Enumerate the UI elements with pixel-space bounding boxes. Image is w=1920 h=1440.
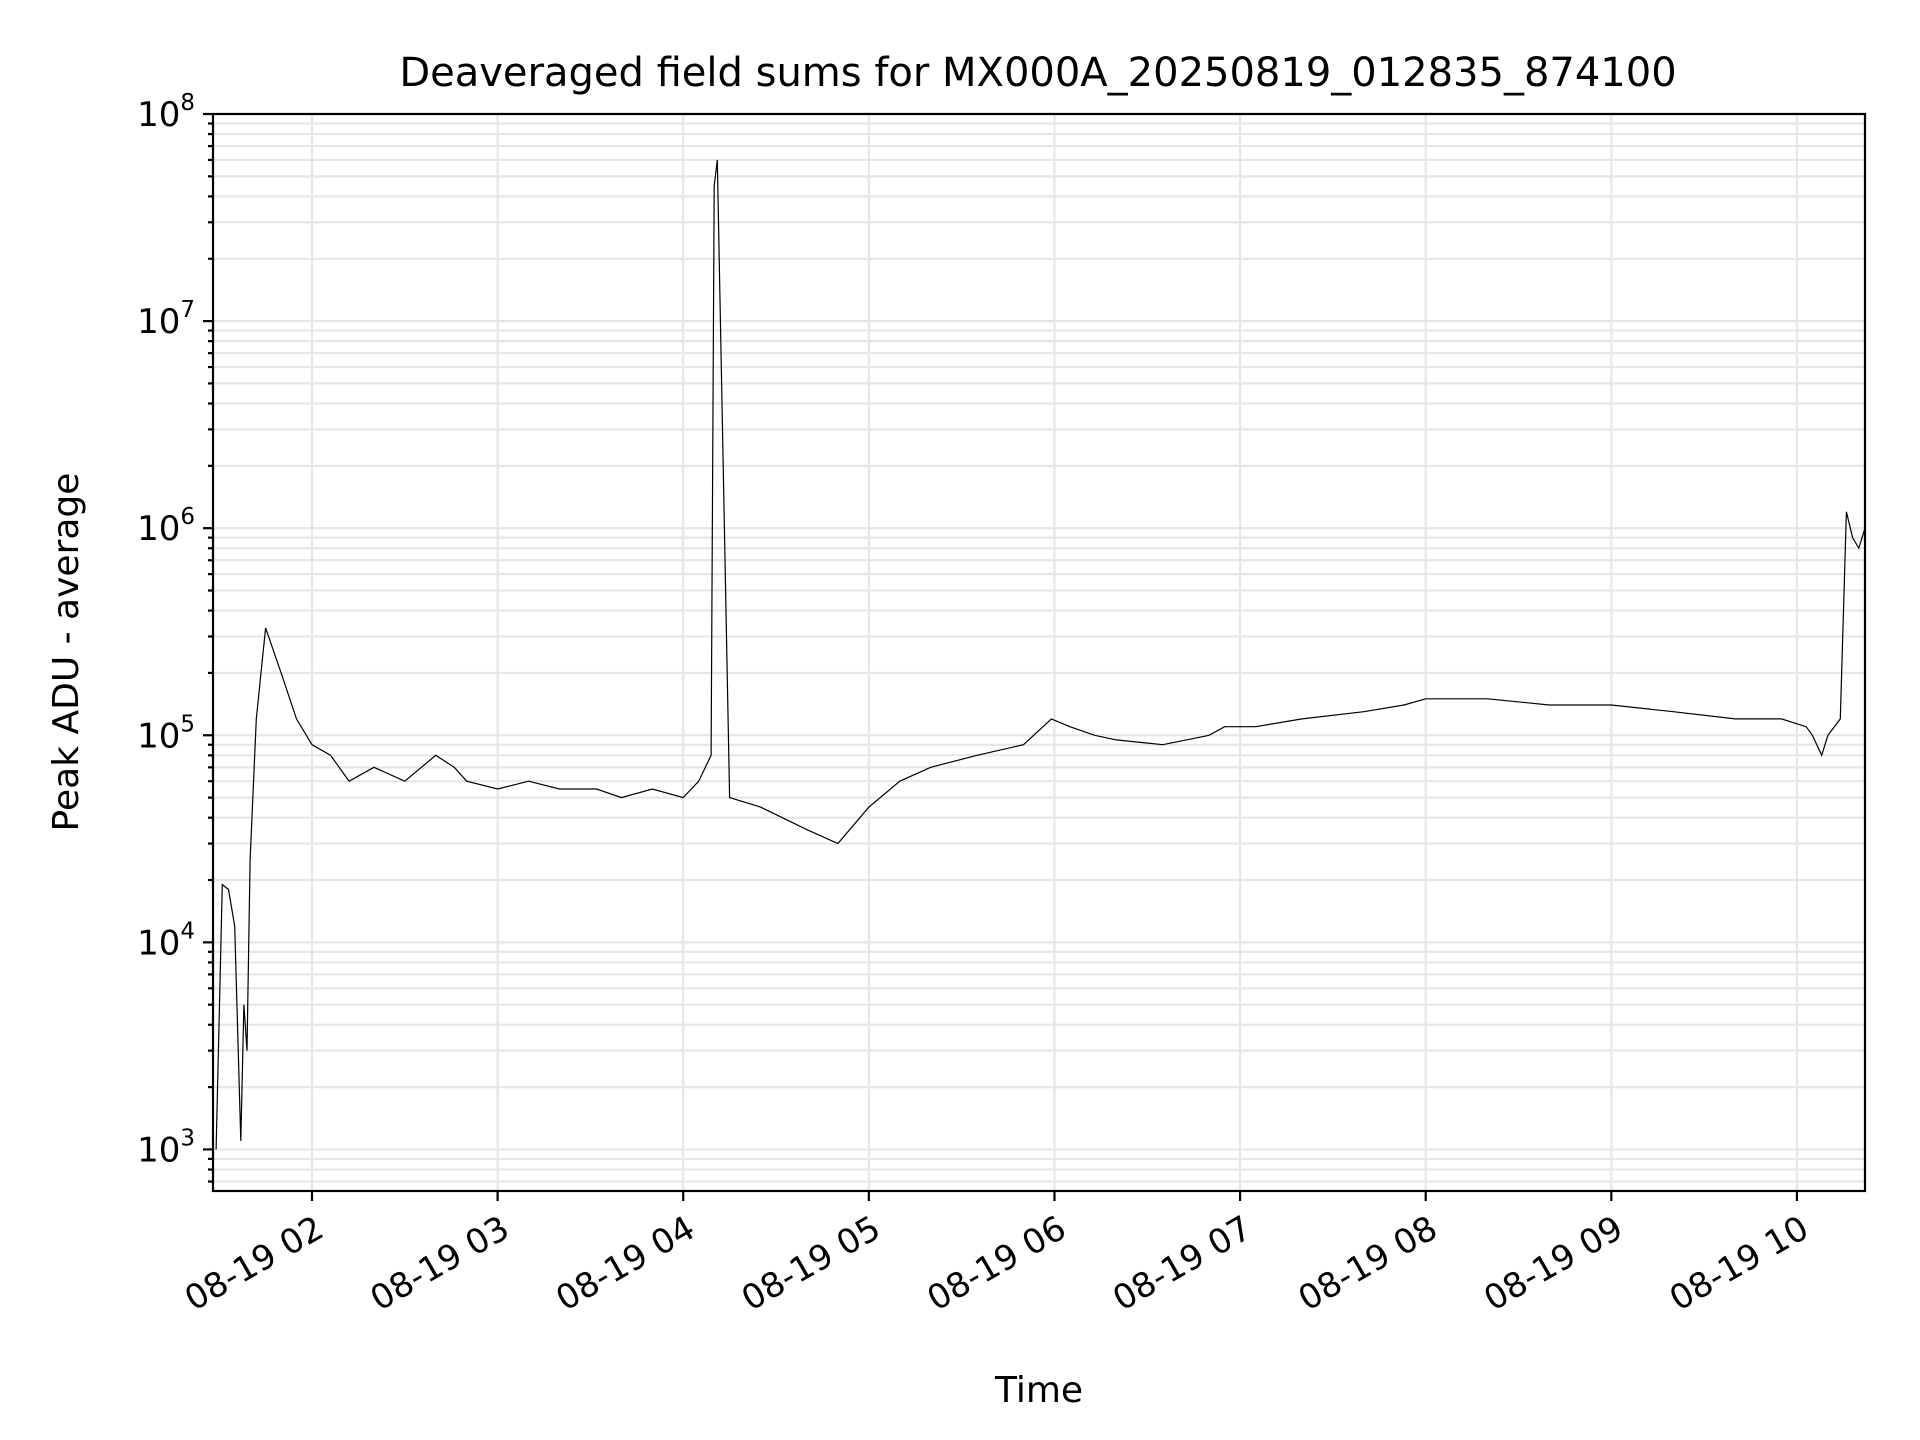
grid: [213, 112, 1865, 1191]
y-axis: 103 104 105 106 107 108: [137, 90, 213, 1183]
x-tick-label: 08-19 06: [921, 1208, 1073, 1319]
x-tick-label: 08-19 10: [1663, 1208, 1815, 1319]
x-axis-label: Time: [994, 1370, 1083, 1411]
y-axis-label: Peak ADU - average: [46, 473, 87, 832]
series-line: [215, 159, 1866, 1150]
chart-title: Deaveraged field sums for MX000A_2025081…: [399, 50, 1676, 96]
x-tick-label: 08-19 03: [364, 1208, 516, 1319]
x-tick-label: 08-19 05: [735, 1208, 887, 1319]
series-group: [215, 159, 1866, 1150]
y-tick-label: 106: [137, 504, 195, 549]
x-axis: 08-19 02 08-19 03 08-19 04 08-19 05 08-19 06…: [178, 1191, 1815, 1319]
plot-frame: [211, 112, 1867, 1193]
y-tick-label: 105: [137, 711, 195, 756]
y-tick-label: 107: [137, 297, 195, 342]
x-tick-label: 08-19 04: [549, 1208, 701, 1319]
x-tick-label: 08-19 02: [178, 1208, 330, 1319]
x-tick-label: 08-19 09: [1477, 1208, 1629, 1319]
x-tick-label: 08-19 08: [1292, 1208, 1444, 1319]
y-tick-label: 103: [137, 1125, 195, 1170]
y-tick-label: 108: [137, 90, 195, 135]
x-tick-label: 08-19 07: [1106, 1208, 1258, 1319]
y-tick-label: 104: [137, 918, 195, 963]
